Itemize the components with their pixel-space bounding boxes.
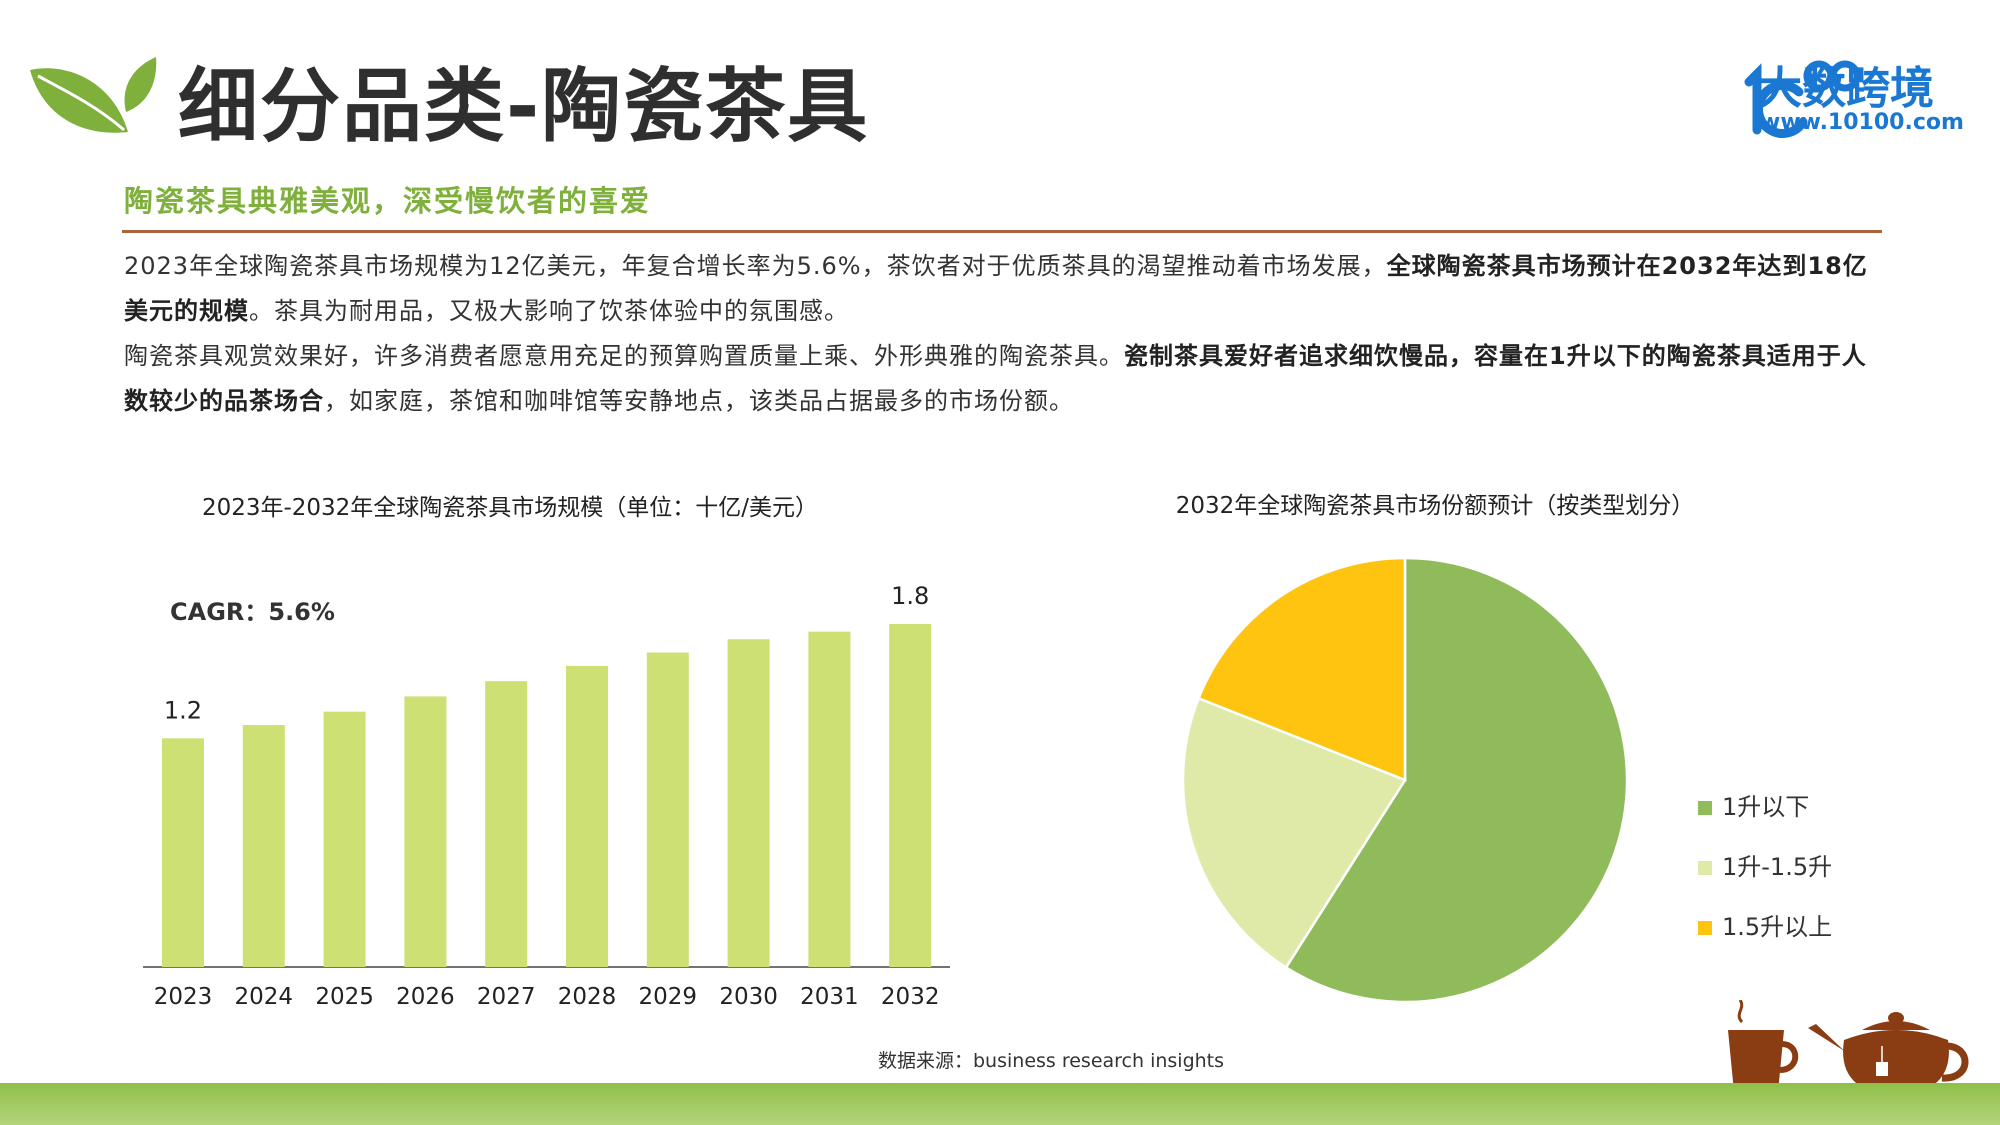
x-tick-label: 2032 (881, 984, 940, 1010)
page-subtitle: 陶瓷茶具典雅美观，深受慢饮者的喜爱 (124, 184, 652, 218)
data-label: 1.2 (164, 696, 202, 724)
cagr-annotation: CAGR：5.6% (170, 598, 335, 626)
bar-2025 (323, 711, 366, 967)
brand-logo-icon (1744, 60, 1861, 138)
bar-2028 (566, 665, 608, 967)
x-tick-label: 2023 (154, 984, 213, 1010)
bar-2029 (646, 652, 689, 967)
bar-2032 (889, 624, 932, 967)
p2-text-a: 陶瓷茶具观赏效果好，许多消费者愿意用充足的预算购置质量上乘、外形典雅的陶瓷茶具。 (124, 342, 1124, 370)
bar-2026 (404, 696, 447, 967)
paragraph-2: 陶瓷茶具观赏效果好，许多消费者愿意用充足的预算购置质量上乘、外形典雅的陶瓷茶具。… (124, 334, 1884, 424)
pie-slice-1 (1284, 556, 1629, 1004)
x-tick-label: 2028 (558, 984, 617, 1010)
bar-2023 (162, 738, 204, 967)
bar-2030 (727, 639, 770, 967)
pie-slice-3 (1196, 556, 1407, 782)
legend-swatch (1698, 801, 1712, 815)
p1-text-c: 。茶具为耐用品，又极大影响了饮茶体验中的氛围感。 (249, 297, 849, 325)
x-tick-label: 2029 (639, 984, 698, 1010)
bar-2024 (242, 724, 285, 967)
p2-text-c: ，如家庭，茶馆和咖啡馆等安静地点，该类品占据最多的市场份额。 (324, 387, 1074, 415)
pie-slice-2 (1181, 696, 1407, 970)
x-tick-label: 2027 (477, 984, 536, 1010)
data-source: 数据来源：business research insights (878, 1050, 1225, 1072)
legend-label: 1升以下 (1722, 793, 1810, 821)
data-label: 1.8 (891, 582, 929, 610)
legend-label: 1升-1.5升 (1722, 853, 1833, 881)
x-tick-label: 2025 (315, 984, 374, 1010)
divider (122, 230, 1882, 233)
teapot-and-cup-icon (1728, 1000, 1969, 1096)
p2-text-b: 瓷制茶具爱好者追求细饮慢品，容量在1升以下的陶瓷茶具适用于人数较少的品茶场合 (124, 342, 1867, 415)
pie-chart-title: 2032年全球陶瓷茶具市场份额预计（按类型划分） (1175, 493, 1695, 519)
legend-item: 1升以下 (1698, 787, 1809, 822)
paragraph-1: 2023年全球陶瓷茶具市场规模为12亿美元，年复合增长率为5.6%，茶饮者对于优… (124, 244, 1884, 334)
legend-swatch (1698, 921, 1712, 935)
legend-item: 1.5升以上 (1698, 907, 1832, 942)
brand-name: 大数跨境 (1758, 63, 1934, 114)
bottom-band (0, 1083, 2000, 1125)
bar-2027 (485, 681, 528, 967)
pie-chart (1181, 556, 1629, 1004)
bar-2031 (808, 631, 851, 967)
p1-text-b: 全球陶瓷茶具市场预计在2032年达到18亿美元的规模 (124, 252, 1868, 325)
bar-chart: 2023 1.2 2024 2025 2026 2027 2028 2029 2030 2031 2… (143, 582, 950, 1010)
legend-label: 1.5升以上 (1722, 913, 1833, 941)
body-text: 2023年全球陶瓷茶具市场规模为12亿美元，年复合增长率为5.6%，茶饮者对于优… (124, 244, 1884, 424)
bar-chart-title: 2023年-2032年全球陶瓷茶具市场规模（单位：十亿/美元） (201, 495, 819, 521)
p1-text-a: 2023年全球陶瓷茶具市场规模为12亿美元，年复合增长率为5.6%，茶饮者对于优… (124, 252, 1387, 280)
brand-url: www.10100.com (1760, 110, 1964, 135)
page-title: 细分品类-陶瓷茶具 (178, 60, 870, 153)
x-tick-label: 2031 (800, 984, 859, 1010)
legend-item: 1升-1.5升 (1698, 847, 1832, 882)
x-tick-label: 2030 (719, 984, 778, 1010)
x-tick-label: 2026 (396, 984, 455, 1010)
x-tick-label: 2024 (235, 984, 294, 1010)
leaf-logo-icon (30, 57, 157, 133)
legend-swatch (1698, 861, 1712, 875)
